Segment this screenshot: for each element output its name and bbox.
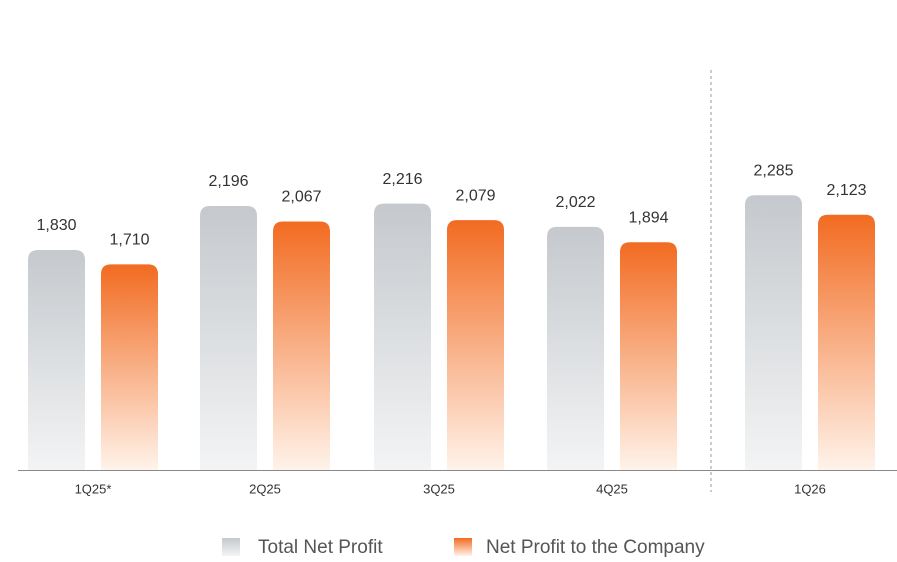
value-label: 2,285 <box>753 163 793 180</box>
value-label: 2,079 <box>455 187 495 204</box>
legend-label: Net Profit to the Company <box>486 537 705 558</box>
x-tick-label: 1Q25* <box>75 481 112 496</box>
bar <box>547 226 604 470</box>
bar <box>374 203 431 470</box>
bar <box>745 195 802 471</box>
value-label: 2,123 <box>826 182 866 199</box>
bar <box>273 221 330 470</box>
value-label: 2,216 <box>382 171 422 188</box>
value-label: 2,022 <box>555 194 595 211</box>
legend-swatch <box>454 538 472 556</box>
x-tick-label: 1Q26 <box>794 481 826 496</box>
bar <box>200 206 257 470</box>
bar <box>101 264 158 470</box>
value-label: 1,830 <box>36 217 76 234</box>
value-label: 2,196 <box>208 173 248 190</box>
bar <box>818 214 875 470</box>
x-tick-label: 2Q25 <box>249 481 281 496</box>
legend-swatch <box>222 538 240 556</box>
legend-label: Total Net Profit <box>258 537 383 558</box>
bar <box>620 242 677 470</box>
value-label: 2,067 <box>281 189 321 206</box>
bar <box>28 250 85 470</box>
x-tick-label: 3Q25 <box>423 481 455 496</box>
value-label: 1,894 <box>628 210 668 227</box>
value-label: 1,710 <box>109 232 149 249</box>
bar <box>447 220 504 470</box>
x-tick-label: 4Q25 <box>596 481 628 496</box>
